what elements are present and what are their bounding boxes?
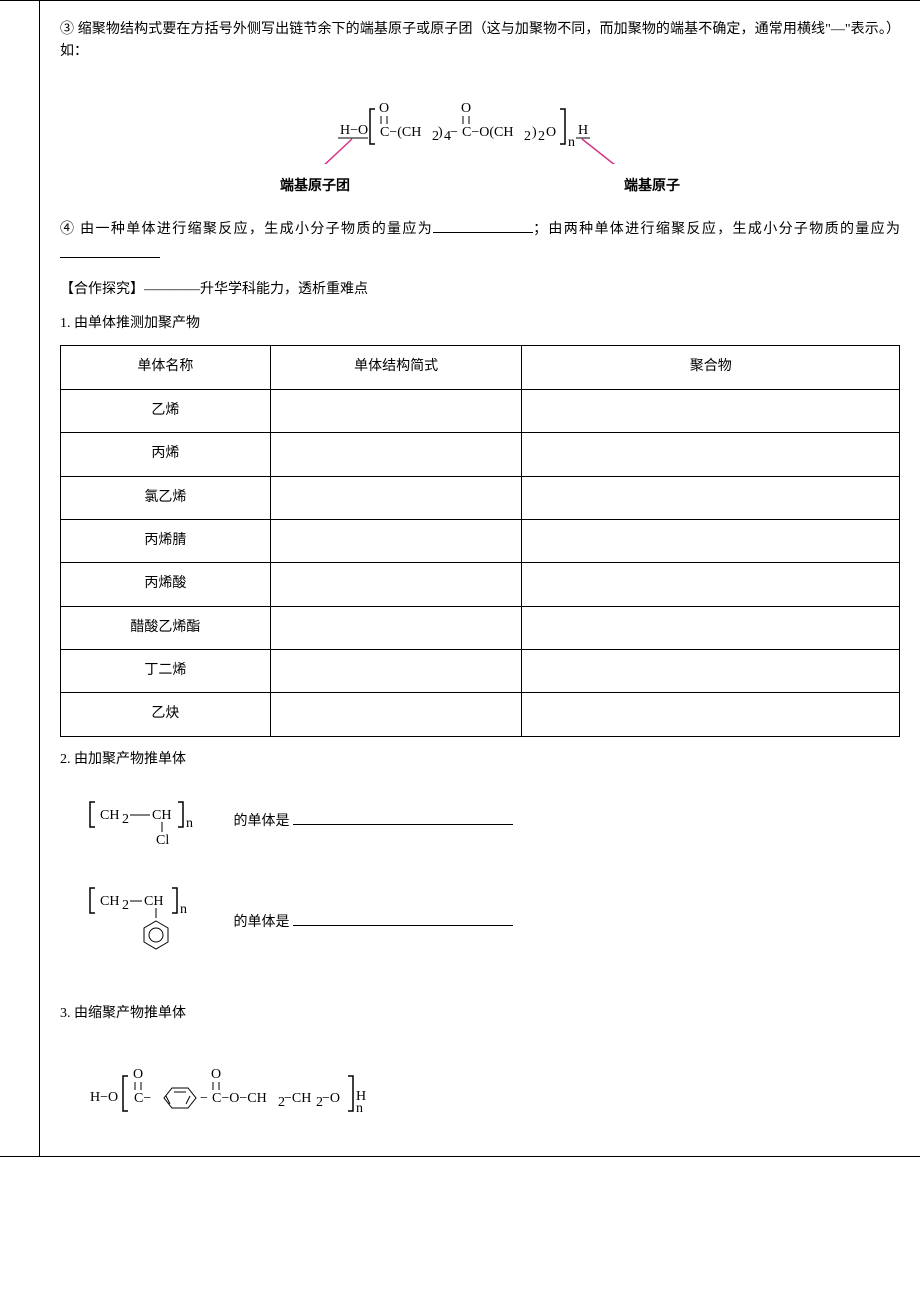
table-header-row: 单体名称 单体结构简式 聚合物: [61, 346, 900, 389]
svg-text:2: 2: [122, 898, 129, 913]
table-body: 乙烯 丙烯 氯乙烯 丙烯腈 丙烯酸: [61, 389, 900, 736]
table-row: 醋酸乙烯酯: [61, 606, 900, 649]
formula-labels-row: 端基原子团 端基原子: [280, 174, 680, 196]
coop-item3-title: 3. 由缩聚产物推单体: [60, 1003, 900, 1025]
pet-formula-svg: H−O O C− − O C−O−CH 2 −CH 2 −O n H: [80, 1056, 440, 1126]
svg-text:−: −: [200, 1091, 208, 1106]
table-row: 氯乙烯: [61, 476, 900, 519]
cell-poly[interactable]: [522, 389, 900, 432]
svg-text:−CH: −CH: [284, 1091, 311, 1106]
cell-struct[interactable]: [270, 519, 522, 562]
svg-text:H−O: H−O: [340, 123, 368, 138]
cell-name: 醋酸乙烯酯: [61, 606, 271, 649]
q1-suffix: 的单体是: [234, 814, 290, 829]
cell-name: 丙烯酸: [61, 563, 271, 606]
blank-pvc-monomer[interactable]: [293, 809, 513, 826]
blank-2[interactable]: [60, 241, 160, 258]
cell-name: 丁二烯: [61, 650, 271, 693]
svg-text:O: O: [379, 101, 389, 116]
question-polystyrene: CH 2 CH n 的单体是: [60, 873, 900, 973]
svg-text:CH: CH: [144, 894, 163, 909]
svg-text:O: O: [133, 1067, 143, 1082]
svg-text:CH: CH: [100, 894, 119, 909]
note-4-mid: ；由两种单体进行缩聚反应，生成小分子物质的量应为: [533, 222, 900, 237]
table-row: 丁二烯: [61, 650, 900, 693]
svg-text:−: −: [450, 125, 458, 140]
polystyrene-formula: CH 2 CH n: [80, 883, 220, 963]
cell-struct[interactable]: [270, 606, 522, 649]
svg-text:C−(CH: C−(CH: [380, 125, 421, 140]
svg-text:O: O: [211, 1067, 221, 1082]
cell-struct[interactable]: [270, 389, 522, 432]
cell-struct[interactable]: [270, 476, 522, 519]
cell-struct[interactable]: [270, 693, 522, 736]
svg-text:2: 2: [538, 129, 545, 144]
coop-item1-title: 1. 由单体推测加聚产物: [60, 313, 900, 335]
left-margin-cell: [0, 1, 40, 1156]
q2-suffix: 的单体是: [234, 915, 290, 930]
cell-name: 丙烯: [61, 433, 271, 476]
table-row: 丙烯: [61, 433, 900, 476]
svg-text:H−O: H−O: [90, 1090, 118, 1105]
end-group-label-left: 端基原子团: [280, 174, 350, 196]
th-name: 单体名称: [61, 346, 271, 389]
cell-poly[interactable]: [522, 563, 900, 606]
note-4-text: ④ 由一种单体进行缩聚反应，生成小分子物质的量应为 ；由两种单体进行缩聚反应，生成…: [60, 216, 900, 266]
th-struct: 单体结构简式: [270, 346, 522, 389]
svg-text:n: n: [568, 135, 575, 150]
monomer-table: 单体名称 单体结构简式 聚合物 乙烯 丙烯 氯乙烯 丙烯腈: [60, 345, 900, 737]
cell-struct[interactable]: [270, 433, 522, 476]
svg-text:CH: CH: [152, 808, 171, 823]
cell-poly[interactable]: [522, 519, 900, 562]
table-row: 丙烯腈: [61, 519, 900, 562]
svg-text:Cl: Cl: [156, 833, 169, 847]
table-row: 丙烯酸: [61, 563, 900, 606]
svg-text:n: n: [180, 902, 187, 917]
cell-name: 氯乙烯: [61, 476, 271, 519]
coop-heading: 【合作探究】————升华学科能力，透析重难点: [60, 279, 900, 301]
question-pet: H−O O C− − O C−O−CH 2 −CH 2 −O n H: [80, 1056, 900, 1126]
svg-text:C−O(CH: C−O(CH: [462, 125, 513, 140]
cell-poly[interactable]: [522, 650, 900, 693]
cell-name: 乙烯: [61, 389, 271, 432]
note-4-prefix: ④ 由一种单体进行缩聚反应，生成小分子物质的量应为: [60, 222, 433, 237]
table-row: 乙烯: [61, 389, 900, 432]
cell-name: 乙炔: [61, 693, 271, 736]
svg-text:C−: C−: [134, 1091, 151, 1106]
svg-text:O: O: [461, 101, 471, 116]
svg-text:): ): [532, 125, 537, 140]
svg-text:H: H: [578, 123, 588, 138]
cell-poly[interactable]: [522, 693, 900, 736]
polyester-formula-svg: H−O O C−(CH 2 ) 4 − O C−O(CH 2 ) 2 O n H: [280, 84, 680, 164]
polyester-formula-block: H−O O C−(CH 2 ) 4 − O C−O(CH 2 ) 2 O n H: [60, 84, 900, 196]
svg-text:C−O−CH: C−O−CH: [212, 1091, 267, 1106]
note-3-text: ③ 缩聚物结构式要在方括号外侧写出链节余下的端基原子或原子团（这与加聚物不同，而…: [60, 19, 900, 64]
svg-text:−O: −O: [322, 1091, 340, 1106]
pvc-formula: CH 2 CH n Cl: [80, 797, 220, 847]
page-outer-border: ③ 缩聚物结构式要在方括号外侧写出链节余下的端基原子或原子团（这与加聚物不同，而…: [0, 0, 920, 1157]
cell-struct[interactable]: [270, 650, 522, 693]
svg-text:O: O: [546, 125, 556, 140]
cell-poly[interactable]: [522, 606, 900, 649]
main-content-cell: ③ 缩聚物结构式要在方括号外侧写出链节余下的端基原子或原子团（这与加聚物不同，而…: [40, 1, 920, 1156]
cell-poly[interactable]: [522, 476, 900, 519]
cell-name: 丙烯腈: [61, 519, 271, 562]
coop-item2-title: 2. 由加聚产物推单体: [60, 749, 900, 771]
svg-text:H: H: [356, 1089, 366, 1104]
th-poly: 聚合物: [522, 346, 900, 389]
svg-text:CH: CH: [100, 808, 119, 823]
blank-ps-monomer[interactable]: [293, 910, 513, 927]
blank-1[interactable]: [433, 216, 533, 233]
table-row: 乙炔: [61, 693, 900, 736]
svg-text:n: n: [186, 816, 193, 831]
cell-struct[interactable]: [270, 563, 522, 606]
svg-text:): ): [438, 125, 443, 140]
question-pvc: CH 2 CH n Cl 的单体是: [60, 787, 900, 857]
cell-poly[interactable]: [522, 433, 900, 476]
content-row: ③ 缩聚物结构式要在方括号外侧写出链节余下的端基原子或原子团（这与加聚物不同，而…: [0, 1, 920, 1156]
svg-text:2: 2: [524, 129, 531, 144]
end-group-label-right: 端基原子: [624, 174, 680, 196]
svg-text:2: 2: [122, 812, 129, 827]
